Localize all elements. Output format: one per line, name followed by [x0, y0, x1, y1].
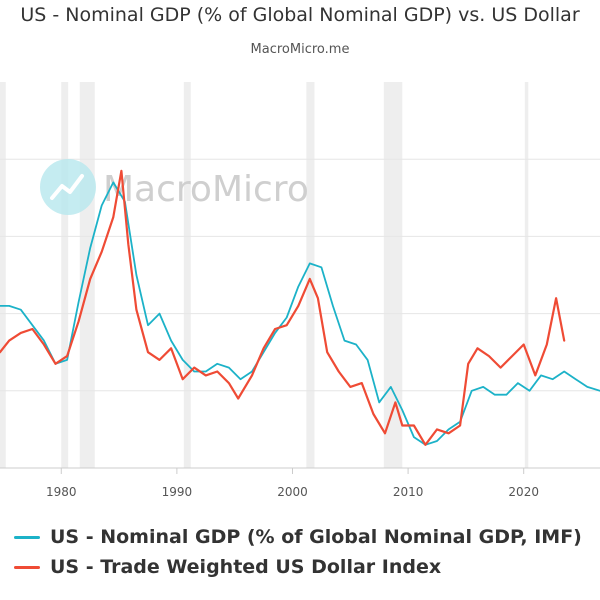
- x-tick-label-2020: 2020: [508, 485, 539, 499]
- watermark: MacroMicro: [40, 159, 309, 215]
- chart-subtitle: MacroMicro.me: [250, 42, 350, 57]
- legend-label-dollar: US - Trade Weighted US Dollar Index: [50, 556, 442, 578]
- series-line-0: [0, 181, 600, 446]
- x-tick-label-2000: 2000: [277, 485, 308, 499]
- recession-band-5: [383, 82, 403, 468]
- recession-band-4: [306, 82, 315, 468]
- recession-band-6: [524, 82, 529, 468]
- watermark-text: MacroMicro: [103, 169, 309, 210]
- x-tick-label-2010: 2010: [393, 485, 424, 499]
- legend-item-gdp[interactable]: US - Nominal GDP (% of Global Nominal GD…: [14, 522, 582, 552]
- gridlines: [0, 158, 600, 392]
- watermark-logo-icon: [40, 159, 96, 215]
- chart-title: US - Nominal GDP (% of Global Nominal GD…: [20, 4, 580, 26]
- x-tick-label-1990: 1990: [162, 485, 193, 499]
- legend-swatch-gdp: [14, 535, 40, 539]
- legend-label-gdp: US - Nominal GDP (% of Global Nominal GD…: [50, 526, 582, 548]
- series-layer: [0, 169, 600, 446]
- legend-item-dollar[interactable]: US - Trade Weighted US Dollar Index: [14, 552, 582, 582]
- x-tick-label-1980: 1980: [46, 485, 77, 499]
- recession-band-3: [183, 82, 191, 468]
- legend: US - Nominal GDP (% of Global Nominal GD…: [14, 522, 582, 582]
- recession-shading: [0, 82, 529, 468]
- recession-band-0: [0, 82, 6, 468]
- series-line-1: [0, 169, 566, 446]
- recession-band-1: [61, 82, 69, 468]
- legend-swatch-dollar: [14, 565, 40, 569]
- x-axis-ticks: 1980 1990 2000 2010 2020: [46, 468, 539, 499]
- watermark-logo-chart-icon: [50, 174, 84, 200]
